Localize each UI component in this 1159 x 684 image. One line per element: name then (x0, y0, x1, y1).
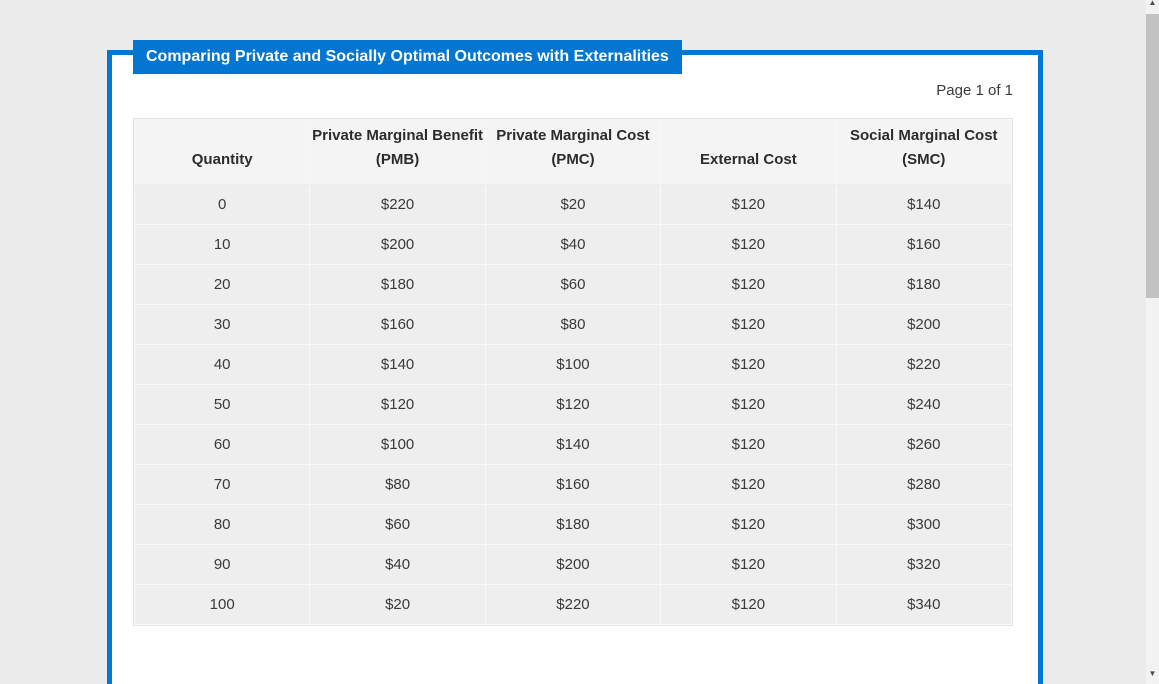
table-cell: 70 (133, 464, 311, 505)
title-banner: Comparing Private and Socially Optimal O… (133, 40, 682, 74)
table-cell: $100 (484, 344, 662, 385)
scroll-down-button[interactable]: ▼ (1146, 668, 1159, 680)
table-cell: $260 (835, 424, 1013, 465)
table-cell: $180 (835, 264, 1013, 305)
table-cell: 90 (133, 544, 311, 585)
table-cell: $120 (660, 504, 837, 545)
table-cell: $80 (309, 464, 486, 505)
column-header-pmb: Private Marginal Benefit (PMB) (309, 119, 486, 185)
column-header-smc: Social Marginal Cost (SMC) (835, 119, 1013, 185)
table-row: 40 $140 $100 $120 $220 (133, 344, 1013, 385)
table-cell: $60 (309, 504, 486, 545)
table-cell: 40 (133, 344, 311, 385)
table-cell: $180 (309, 264, 486, 305)
table-cell: $280 (835, 464, 1013, 505)
table-body: 0 $220 $20 $120 $140 10 $200 $40 $120 $160 20 $180 $… (133, 184, 1013, 625)
table-cell: 100 (133, 584, 311, 625)
table-cell: $200 (484, 544, 662, 585)
table-cell: $120 (660, 304, 837, 345)
table-cell: $120 (660, 464, 837, 505)
table-row: 0 $220 $20 $120 $140 (133, 184, 1013, 225)
table-cell: 60 (133, 424, 311, 465)
table-cell: 30 (133, 304, 311, 345)
table-cell: $200 (309, 224, 486, 265)
table-cell: $120 (309, 384, 486, 425)
table-cell: $20 (309, 584, 486, 625)
table-cell: $120 (660, 544, 837, 585)
scroll-up-button[interactable]: ▲ (1146, 0, 1159, 9)
table-cell: $160 (484, 464, 662, 505)
table-cell: $120 (660, 384, 837, 425)
table-cell: 50 (133, 384, 311, 425)
outcomes-table: Quantity Private Marginal Benefit (PMB) … (133, 119, 1013, 625)
table-row: 50 $120 $120 $120 $240 (133, 384, 1013, 425)
table-cell: 80 (133, 504, 311, 545)
table-cell: $120 (484, 384, 662, 425)
table-cell: $120 (660, 344, 837, 385)
table-cell: $200 (835, 304, 1013, 345)
table-cell: $120 (660, 184, 837, 225)
table-row: 90 $40 $200 $120 $320 (133, 544, 1013, 585)
scrollbar-thumb[interactable] (1146, 14, 1159, 298)
table-cell: $60 (484, 264, 662, 305)
table-row: 60 $100 $140 $120 $260 (133, 424, 1013, 465)
table-cell: $300 (835, 504, 1013, 545)
table-cell: $120 (660, 424, 837, 465)
table-cell: 0 (133, 184, 311, 225)
table-row: 10 $200 $40 $120 $160 (133, 224, 1013, 265)
table-cell: $140 (484, 424, 662, 465)
table-cell: $220 (309, 184, 486, 225)
down-arrow-icon: ▼ (1148, 669, 1157, 678)
table-row: 20 $180 $60 $120 $180 (133, 264, 1013, 305)
table-cell: $120 (660, 224, 837, 265)
table-cell: $100 (309, 424, 486, 465)
table-cell: 20 (133, 264, 311, 305)
table-cell: $120 (660, 584, 837, 625)
table-row: 30 $160 $80 $120 $200 (133, 304, 1013, 345)
up-arrow-icon: ▲ (1148, 0, 1157, 7)
outcomes-table-container: Quantity Private Marginal Benefit (PMB) … (133, 118, 1013, 626)
table-header-row: Quantity Private Marginal Benefit (PMB) … (133, 119, 1013, 185)
table-cell: $140 (835, 184, 1013, 225)
table-row: 100 $20 $220 $120 $340 (133, 584, 1013, 625)
table-cell: $220 (484, 584, 662, 625)
scrollbar[interactable]: ▲ ▼ (1146, 0, 1159, 684)
table-cell: $240 (835, 384, 1013, 425)
table-cell: 10 (133, 224, 311, 265)
table-cell: $220 (835, 344, 1013, 385)
column-header-quantity: Quantity (133, 119, 311, 185)
table-cell: $40 (309, 544, 486, 585)
table-cell: $20 (484, 184, 662, 225)
table-cell: $40 (484, 224, 662, 265)
page-title: Comparing Private and Socially Optimal O… (146, 48, 669, 65)
column-header-external-cost: External Cost (660, 119, 837, 185)
table-cell: $160 (835, 224, 1013, 265)
table-row: 70 $80 $160 $120 $280 (133, 464, 1013, 505)
table-row: 80 $60 $180 $120 $300 (133, 504, 1013, 545)
table-header: Quantity Private Marginal Benefit (PMB) … (133, 119, 1013, 185)
table-cell: $340 (835, 584, 1013, 625)
table-cell: $160 (309, 304, 486, 345)
table-cell: $140 (309, 344, 486, 385)
table-cell: $320 (835, 544, 1013, 585)
table-cell: $180 (484, 504, 662, 545)
page-indicator: Page 1 of 1 (936, 82, 1013, 99)
table-cell: $80 (484, 304, 662, 345)
column-header-pmc: Private Marginal Cost (PMC) (484, 119, 662, 185)
table-cell: $120 (660, 264, 837, 305)
